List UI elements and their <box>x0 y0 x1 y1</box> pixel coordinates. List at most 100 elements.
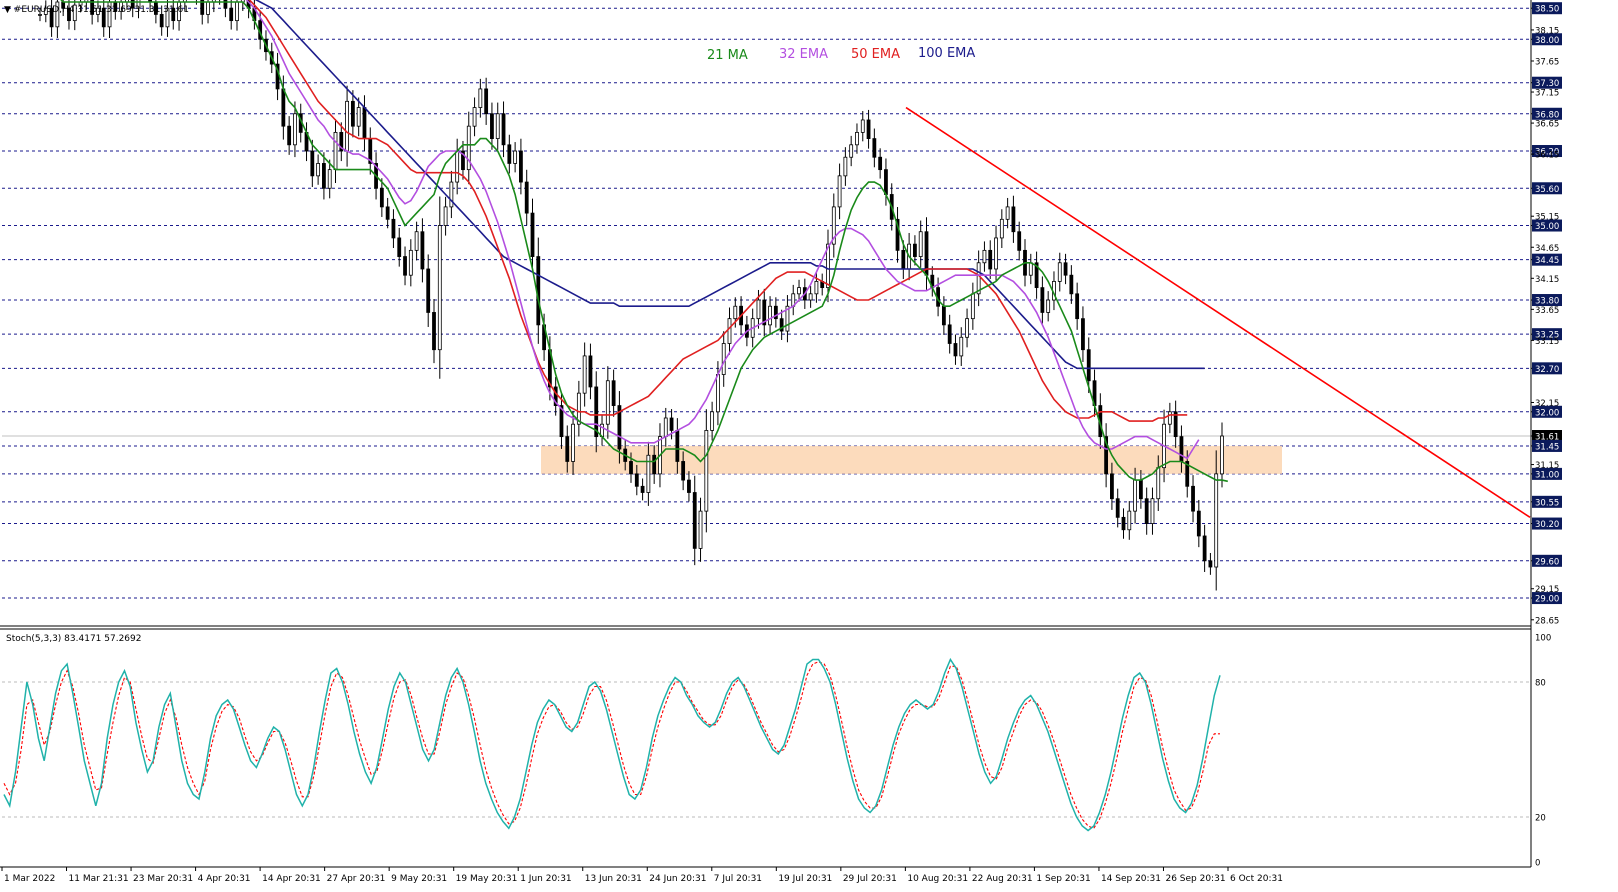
price-label-bg <box>1532 592 1562 605</box>
candle-body <box>941 305 946 326</box>
price-label: 30.55 <box>1535 498 1559 508</box>
candle-body <box>200 0 205 15</box>
ma100-line <box>254 0 1205 370</box>
legend-ema32: 32 EMA <box>779 47 828 62</box>
candle-body <box>136 0 141 9</box>
candle-body <box>1040 287 1045 313</box>
candle-body <box>1121 516 1126 531</box>
price-label: 36.65 <box>1535 120 1559 130</box>
candle-body <box>663 417 668 438</box>
downtrend-line <box>905 106 1531 519</box>
time-label: 10 Aug 20:31 <box>907 874 968 884</box>
candle-body <box>953 343 958 357</box>
candle-body <box>1138 479 1143 500</box>
time-label: 7 Jul 20:31 <box>714 874 762 884</box>
candle-body <box>1005 206 1010 220</box>
price-label: 34.65 <box>1535 244 1559 254</box>
candle-body <box>461 150 465 171</box>
price-label: 37.15 <box>1535 89 1559 99</box>
price-label: 34.45 <box>1535 256 1559 266</box>
price-label: 31.61 <box>1535 433 1559 443</box>
candle-body <box>698 510 703 549</box>
candle-body <box>727 318 732 344</box>
candle-body <box>403 256 407 276</box>
time-label: 27 Apr 20:31 <box>327 874 386 884</box>
candle-body <box>605 380 610 425</box>
candle-body <box>716 374 720 413</box>
candle-body <box>837 175 842 208</box>
candle-body <box>762 299 767 326</box>
candle-body <box>1011 206 1016 233</box>
candle-body <box>519 150 523 183</box>
price-label: 33.65 <box>1535 306 1559 316</box>
candle-body <box>229 7 234 22</box>
time-label: 6 Oct 20:31 <box>1230 874 1283 884</box>
candle-body <box>878 156 883 171</box>
price-label-bg <box>1532 2 1562 15</box>
candle-body <box>1110 473 1114 500</box>
candle-body <box>397 237 402 257</box>
candle-body <box>1202 535 1207 562</box>
candle-body <box>49 7 54 28</box>
candle-body <box>1167 411 1172 425</box>
candle-body <box>994 237 998 270</box>
candle-body <box>524 181 529 214</box>
ma32-line <box>245 0 1200 460</box>
candle-body <box>640 485 645 493</box>
price-label: 35.60 <box>1535 185 1559 195</box>
candle-body <box>1191 485 1195 512</box>
price-label-bg <box>1532 76 1562 89</box>
candle-body <box>855 131 859 146</box>
price-label: 32.70 <box>1535 365 1559 375</box>
candle-body <box>478 88 483 108</box>
time-axis-layer: 1 Mar 2022 11 Mar 21:31 23 Mar 20:31 4 Apr … <box>1 867 1283 884</box>
time-label: 19 Jul 20:31 <box>778 874 832 884</box>
candle-body <box>611 380 616 406</box>
time-label: 9 May 20:31 <box>391 874 447 884</box>
candle-body <box>768 305 772 326</box>
legend-ema50: 50 EMA <box>851 47 900 62</box>
time-label: 1 Sep 20:31 <box>1036 874 1090 884</box>
price-label: 31.45 <box>1535 442 1559 452</box>
price-label-bg <box>1532 107 1562 120</box>
candle-body <box>466 125 471 171</box>
price-label-bg <box>1532 517 1562 530</box>
candle-body <box>866 119 871 139</box>
candle-body <box>165 7 170 28</box>
price-label: 34.15 <box>1535 275 1559 285</box>
price-label: 31.15 <box>1535 461 1559 471</box>
candle-body <box>669 417 674 431</box>
candle-body <box>1075 293 1080 320</box>
candle-body <box>96 7 100 15</box>
candle-body <box>959 336 964 357</box>
candle-body <box>617 405 622 450</box>
candle-body <box>872 138 877 158</box>
price-label-bg <box>1532 145 1562 158</box>
candle-body <box>472 107 477 127</box>
price-label: 28.65 <box>1535 616 1559 626</box>
candle-body <box>1086 349 1091 382</box>
candle-body <box>455 150 460 183</box>
candle-body <box>692 492 697 549</box>
candle-body <box>1034 262 1039 289</box>
candle-body <box>345 100 349 152</box>
candle-body <box>756 299 761 320</box>
candle-body <box>999 218 1004 239</box>
candle-body <box>339 131 344 152</box>
stoch-signal-line <box>3 661 1220 829</box>
price-label: 29.60 <box>1535 557 1559 567</box>
candle-body <box>327 169 332 189</box>
candle-body <box>965 318 969 338</box>
price-label-bg <box>1532 328 1562 341</box>
candle-body <box>675 430 680 462</box>
stoch-axis-label: 100 <box>1535 634 1551 644</box>
time-label: 4 Apr 20:31 <box>198 874 251 884</box>
candle-body <box>1104 436 1109 475</box>
candle-body <box>785 305 790 332</box>
price-label: 33.15 <box>1535 337 1559 347</box>
stoch-axis-label: 0 <box>1535 859 1540 869</box>
candle-body <box>634 473 639 487</box>
candle-body <box>530 212 535 257</box>
candle-body <box>356 107 361 127</box>
